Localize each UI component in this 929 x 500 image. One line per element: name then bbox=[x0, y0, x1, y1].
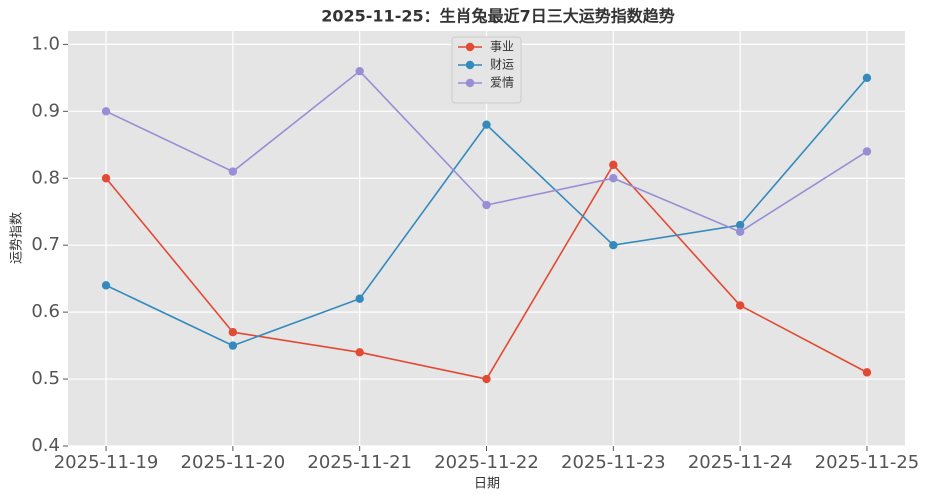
y-tick-label: 1.0 bbox=[31, 33, 60, 54]
data-point bbox=[355, 348, 364, 357]
x-tick-label: 2025-11-22 bbox=[434, 452, 539, 473]
y-tick-label: 0.8 bbox=[31, 167, 60, 188]
x-tick-label: 2025-11-21 bbox=[307, 452, 412, 473]
x-tick-label: 2025-11-19 bbox=[54, 452, 159, 473]
y-tick-label: 0.5 bbox=[31, 368, 60, 389]
data-point bbox=[482, 200, 491, 210]
data-point bbox=[228, 341, 238, 350]
data-point bbox=[609, 160, 618, 170]
data-point bbox=[482, 374, 491, 384]
y-tick-label: 0.7 bbox=[31, 234, 60, 255]
data-point bbox=[355, 66, 364, 76]
legend-marker bbox=[465, 42, 475, 52]
legend-label: 财运 bbox=[490, 58, 514, 72]
x-tick-label: 2025-11-25 bbox=[815, 452, 920, 473]
y-tick-label: 0.6 bbox=[31, 301, 60, 322]
data-point bbox=[228, 167, 238, 176]
data-point bbox=[609, 240, 618, 250]
legend-marker bbox=[465, 60, 475, 70]
chart-title: 2025-11-25：生肖兔最近7日三大运势指数趋势 bbox=[321, 7, 674, 26]
data-point bbox=[735, 220, 745, 230]
data-point bbox=[482, 120, 491, 129]
x-tick-label: 2025-11-20 bbox=[181, 452, 286, 473]
data-point bbox=[735, 227, 745, 237]
data-point bbox=[862, 147, 872, 156]
data-point bbox=[609, 174, 618, 183]
legend-label: 事业 bbox=[490, 40, 514, 54]
data-point bbox=[735, 301, 745, 310]
y-axis-label: 运势指数 bbox=[9, 212, 25, 264]
legend-label: 爱情 bbox=[490, 76, 514, 90]
data-point bbox=[862, 368, 872, 377]
x-tick-label: 2025-11-23 bbox=[561, 452, 666, 473]
data-point bbox=[862, 73, 872, 83]
x-tick-label: 2025-11-24 bbox=[688, 452, 793, 473]
y-tick-label: 0.9 bbox=[31, 100, 60, 121]
data-point bbox=[101, 281, 111, 290]
data-point bbox=[228, 328, 238, 337]
x-axis-label: 日期 bbox=[474, 477, 500, 492]
data-point bbox=[101, 107, 111, 116]
y-tick-label: 0.4 bbox=[31, 435, 60, 456]
legend-marker bbox=[465, 78, 475, 88]
data-point bbox=[101, 174, 111, 183]
data-point bbox=[355, 294, 364, 303]
